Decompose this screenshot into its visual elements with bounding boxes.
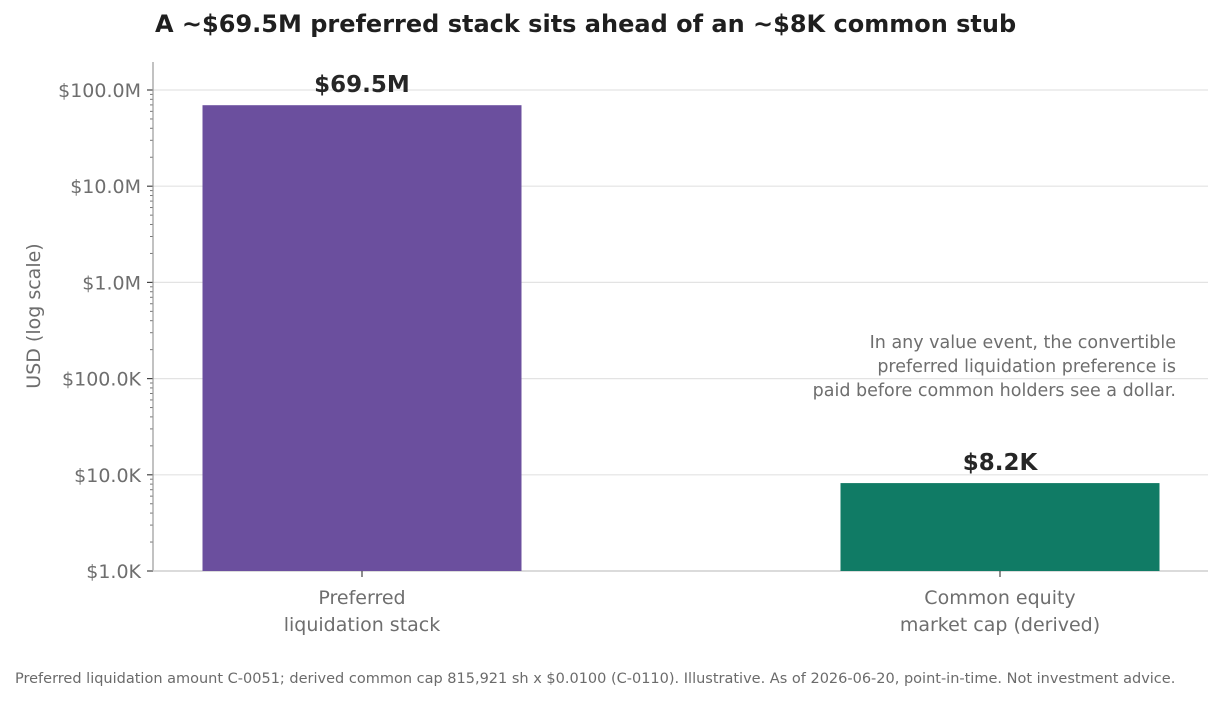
annotation-text: paid before common holders see a dollar. <box>813 381 1176 401</box>
y-tick-label: $10.0K <box>74 465 141 487</box>
x-tick-label: Preferred <box>318 587 405 609</box>
bar-common <box>840 483 1160 571</box>
bar-preferred <box>202 105 522 572</box>
labels: $1.0K $10.0K $100.0K $1.0M $10.0M $100.0M USD … <box>23 72 1176 636</box>
chart-title: A ~$69.5M preferred stack sits ahead of … <box>155 10 1017 38</box>
y-tick-label: $1.0M <box>82 272 141 294</box>
y-tick-label: $100.0M <box>58 80 141 102</box>
y-axis-label: USD (log scale) <box>23 243 45 388</box>
y-tick-label: $1.0K <box>86 561 141 583</box>
data-label: $69.5M <box>314 72 410 98</box>
y-tick-label: $100.0K <box>62 369 141 391</box>
y-tick-label: $10.0M <box>70 176 141 198</box>
footer-note: Preferred liquidation amount C-0051; der… <box>15 671 1176 687</box>
x-tick-label: market cap (derived) <box>900 614 1100 636</box>
x-tick-label: Common equity <box>924 587 1075 609</box>
annotation-text: In any value event, the convertible <box>870 333 1176 353</box>
bars <box>202 105 1160 572</box>
x-tick-label: liquidation stack <box>284 614 441 636</box>
annotation-text: preferred liquidation preference is <box>877 357 1176 377</box>
data-label: $8.2K <box>963 450 1039 476</box>
